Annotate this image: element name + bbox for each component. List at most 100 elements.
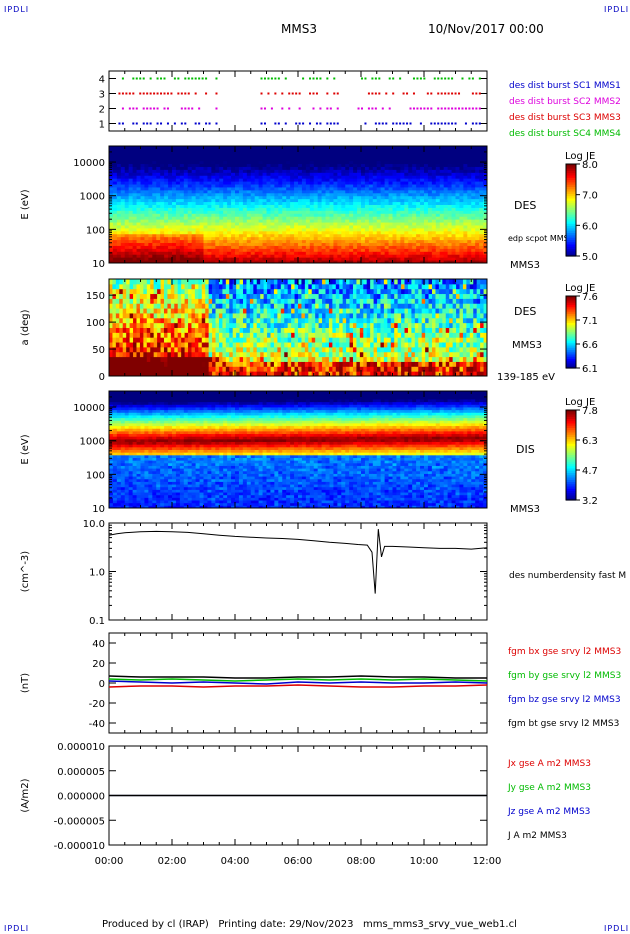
heatmap-cell	[150, 322, 155, 328]
heatmap-cell	[148, 166, 153, 170]
heatmap-cell	[164, 239, 169, 244]
burst-mark	[471, 107, 474, 110]
heatmap-cell	[215, 254, 220, 258]
heatmap-cell	[416, 192, 421, 197]
heatmap-cell	[223, 189, 228, 194]
heatmap-cell	[361, 233, 366, 238]
heatmap-cell	[179, 222, 185, 226]
heatmap-cell	[479, 172, 484, 176]
heatmap-cell	[150, 317, 155, 324]
heatmap-cell	[294, 195, 299, 200]
heatmap-cell	[412, 166, 417, 170]
heatmap-cell	[467, 172, 472, 176]
heatmap-cell	[420, 260, 425, 264]
heatmap-cell	[400, 195, 405, 200]
heatmap-cell	[168, 239, 173, 244]
heatmap-cell	[170, 288, 175, 295]
heatmap-cell	[435, 169, 441, 173]
heatmap-cell	[278, 222, 283, 226]
heatmap-cell	[164, 157, 169, 162]
heatmap-cell	[349, 204, 354, 208]
heatmap-cell	[157, 279, 162, 285]
heatmap-cell	[153, 366, 158, 372]
heatmap-cell	[203, 210, 208, 214]
heatmap-cell	[163, 322, 168, 328]
heatmap-cell	[144, 166, 149, 170]
heatmap-cell	[404, 242, 409, 246]
burst-mark	[315, 92, 318, 95]
heatmap-cell	[290, 233, 295, 238]
heatmap-cell	[122, 288, 127, 295]
burst-mark	[336, 92, 339, 95]
burst-mark	[392, 122, 395, 125]
heatmap-cell	[129, 317, 134, 324]
heatmap-cell	[156, 219, 161, 223]
burst-mark	[201, 77, 204, 80]
heatmap-cell	[447, 172, 453, 176]
heatmap-cell	[238, 184, 244, 188]
heatmap-cell	[211, 178, 216, 182]
heatmap-cell	[467, 181, 472, 185]
heatmap-cell	[172, 181, 177, 185]
heatmap-cell	[388, 189, 393, 194]
heatmap-cell	[181, 308, 186, 314]
heatmap-cell	[301, 172, 307, 176]
heatmap-cell	[372, 260, 378, 264]
heatmap-cell	[467, 239, 472, 244]
heatmap-cell	[274, 160, 279, 165]
heatmap-cell	[187, 230, 193, 235]
heatmap-cell	[218, 288, 223, 295]
heatmap-cell	[372, 178, 378, 182]
heatmap-cell	[412, 201, 417, 205]
heatmap-cell	[112, 157, 118, 162]
heatmap-cell	[298, 151, 303, 156]
heatmap-cell	[349, 224, 354, 229]
heatmap-cell	[459, 148, 464, 153]
heatmap-cell	[246, 198, 252, 203]
heatmap-cell	[168, 207, 173, 211]
heatmap-cell	[412, 169, 417, 173]
heatmap-cell	[167, 327, 172, 333]
heatmap-cell	[278, 175, 283, 179]
burst-mark	[437, 92, 440, 95]
heatmap-cell	[325, 242, 330, 246]
heatmap-cell	[207, 224, 212, 229]
heatmap-cell	[345, 169, 350, 173]
heatmap-cell	[187, 178, 193, 182]
heatmap-cell	[455, 166, 460, 170]
heatmap-cell	[136, 207, 141, 211]
burst-mark	[388, 77, 391, 80]
heatmap-cell	[427, 169, 433, 173]
heatmap-cell	[167, 303, 172, 309]
heatmap-cell	[463, 222, 468, 226]
heatmap-cell	[388, 245, 393, 249]
heatmap-cell	[412, 216, 417, 220]
heatmap-cell	[164, 201, 169, 205]
heatmap-cell	[115, 366, 120, 372]
heatmap-cell	[278, 227, 283, 232]
heatmap-cell	[198, 327, 203, 333]
burst-mark	[135, 107, 138, 110]
heatmap-cell	[384, 172, 390, 176]
heatmap-cell	[416, 195, 421, 200]
heatmap-cell	[223, 242, 228, 246]
heatmap-cell	[223, 216, 228, 220]
heatmap-cell	[286, 178, 291, 182]
heatmap-cell	[160, 342, 165, 348]
heatmap-cell	[140, 154, 145, 159]
heatmap-cell	[163, 317, 168, 324]
heatmap-cell	[250, 242, 256, 246]
heatmap-cell	[195, 216, 201, 220]
heatmap-cell	[416, 207, 421, 211]
heatmap-cell	[195, 210, 201, 214]
heatmap-cell	[384, 224, 390, 229]
heatmap-cell	[353, 186, 358, 191]
heatmap-cell	[211, 166, 216, 170]
heatmap-cell	[431, 154, 437, 159]
heatmap-cell	[475, 189, 480, 194]
heatmap-cell	[250, 260, 256, 264]
heatmap-cell	[215, 303, 220, 309]
heatmap-cell	[270, 181, 275, 185]
heatmap-cell	[309, 201, 315, 205]
heatmap-cell	[274, 260, 279, 264]
